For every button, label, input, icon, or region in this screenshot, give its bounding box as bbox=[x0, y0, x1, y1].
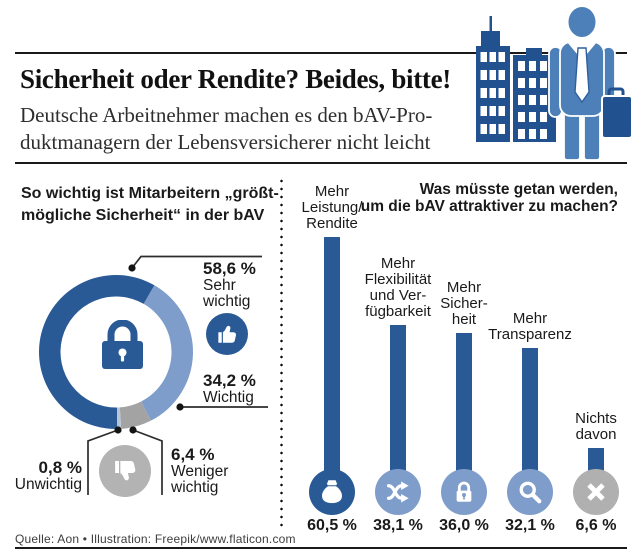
lock-icon bbox=[102, 320, 143, 369]
donut-label-sehr-wichtig: 58,6 % Sehr wichtig bbox=[203, 259, 256, 310]
bar bbox=[324, 237, 340, 480]
donut-chart bbox=[38, 275, 194, 430]
page-title: Sicherheit oder Rendite? Beides, bitte! bbox=[20, 64, 451, 94]
city-businessman-illustration bbox=[476, 5, 633, 161]
building-right-windows bbox=[518, 61, 547, 139]
briefcase-icon bbox=[601, 95, 633, 139]
building-left-windows bbox=[480, 52, 505, 134]
dotted-divider bbox=[280, 177, 283, 529]
bottom-rule bbox=[15, 547, 627, 549]
source-credit: Quelle: Aon • Illustration: Freepik/www.… bbox=[15, 532, 296, 546]
bar-icon-circle bbox=[573, 469, 619, 515]
donut-label-weniger-wichtig: 6,4 % Weniger wichtig bbox=[171, 445, 229, 496]
bar-value: 38,1 % bbox=[373, 517, 423, 534]
bar-icon-circle bbox=[507, 469, 553, 515]
top-rule bbox=[15, 52, 627, 54]
businessman-icon bbox=[548, 5, 633, 161]
money-bag-icon bbox=[322, 480, 342, 504]
bar-value: 60,5 % bbox=[307, 517, 357, 534]
bar-label: Mehr Leistung/ Rendite bbox=[301, 183, 363, 233]
bar-icon-circle bbox=[441, 469, 487, 515]
bar-section-title: Was müsste getan werden, um die bAV attr… bbox=[360, 181, 618, 215]
donut-label-unwichtig: 0,8 % Unwichtig bbox=[14, 458, 82, 493]
donut-segment-unwichtig bbox=[116, 407, 122, 429]
bar bbox=[522, 348, 538, 480]
magnifier-icon bbox=[519, 481, 542, 504]
thumbs-down-icon bbox=[99, 445, 151, 497]
bar bbox=[390, 324, 406, 480]
shuffle-icon bbox=[387, 481, 409, 503]
cross-icon bbox=[587, 483, 605, 501]
donut-segment-wichtig bbox=[141, 285, 194, 421]
thumbs-up-icon bbox=[206, 313, 248, 355]
donut-section-title: So wichtig ist Mitarbeitern „größt- mögl… bbox=[21, 185, 279, 224]
bar-value: 6,6 % bbox=[575, 517, 617, 534]
tie-icon bbox=[574, 47, 590, 104]
lock-icon bbox=[456, 481, 472, 502]
bar-icon-circle bbox=[309, 469, 355, 515]
bar-value: 32,1 % bbox=[505, 517, 555, 534]
page-subtitle: Deutsche Arbeitnehmer machen es den bAV-… bbox=[20, 103, 433, 154]
bar-label: Mehr Transparenz bbox=[488, 310, 572, 344]
bar-icon-circle bbox=[375, 469, 421, 515]
bar-label: Mehr Sicher- heit bbox=[440, 279, 488, 329]
middle-rule bbox=[15, 162, 627, 164]
bar bbox=[456, 333, 472, 480]
donut-segment-weniger-wichtig bbox=[119, 401, 151, 429]
donut-label-wichtig: 34,2 % Wichtig bbox=[203, 371, 256, 406]
bar-value: 36,0 % bbox=[439, 517, 489, 534]
bar-label: Nichts davon bbox=[575, 410, 617, 444]
donut-segment-sehr-wichtig bbox=[38, 275, 155, 430]
bar-label: Mehr Flexibilität und Ver- fügbarkeit bbox=[364, 254, 432, 320]
